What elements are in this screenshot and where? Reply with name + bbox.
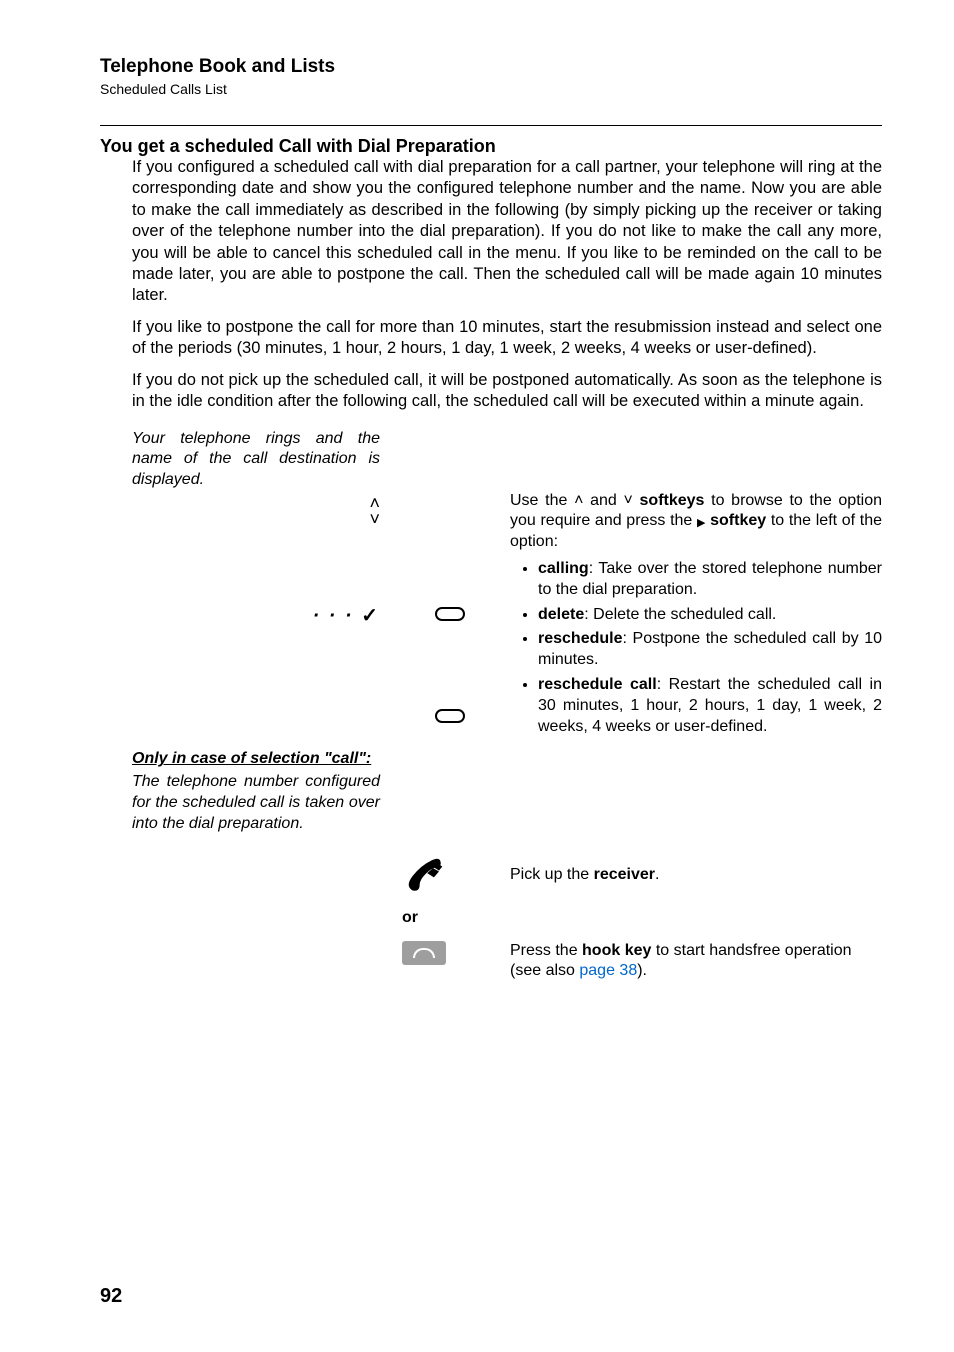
calling-text: : Take over the stored telephone number … bbox=[538, 560, 882, 598]
ringing-text: Your telephone rings and the name of the… bbox=[132, 430, 380, 489]
check-icon: ✓ bbox=[361, 605, 380, 627]
reschedule-label: reschedule bbox=[538, 630, 622, 647]
or-label: or bbox=[402, 909, 418, 927]
hk-pre: Press the bbox=[510, 942, 582, 959]
page-link[interactable]: page 38 bbox=[579, 962, 637, 979]
option-list: calling: Take over the stored telephone … bbox=[510, 559, 882, 737]
option-reschedule: reschedule: Postpone the scheduled call … bbox=[538, 629, 882, 671]
inline-down-arrow-icon: ˅ bbox=[624, 492, 633, 509]
rcv-pre: Pick up the bbox=[510, 866, 594, 883]
intro-paragraph-3: If you do not pick up the scheduled call… bbox=[132, 370, 882, 413]
page-subtitle: Scheduled Calls List bbox=[100, 81, 882, 97]
dots-check-icon: · · · ✓ bbox=[132, 603, 380, 629]
hk-p2: ). bbox=[637, 962, 647, 979]
intro-paragraph-2: If you like to postpone the call for mor… bbox=[132, 317, 882, 360]
page-title: Telephone Book and Lists bbox=[100, 56, 882, 79]
header-divider bbox=[100, 125, 882, 126]
softkey-oval-icon-2 bbox=[435, 607, 465, 621]
page-number: 92 bbox=[100, 1285, 122, 1308]
rcv-bold: receiver bbox=[594, 866, 655, 883]
hook-key-icon bbox=[402, 941, 446, 965]
t2: and bbox=[583, 492, 623, 509]
delete-label: delete bbox=[538, 606, 584, 623]
hk-bold: hook key bbox=[582, 942, 651, 959]
dots-icon: · · · bbox=[313, 605, 354, 627]
only-call-heading: Only in case of selection "call": bbox=[132, 749, 380, 770]
section-heading: You get a scheduled Call with Dial Prepa… bbox=[100, 136, 882, 157]
rcv-post: . bbox=[655, 866, 659, 883]
receiver-instruction: Pick up the receiver. bbox=[510, 866, 659, 883]
only-call-body: The telephone number configured for the … bbox=[132, 772, 380, 834]
intro-paragraph-1: If you configured a scheduled call with … bbox=[132, 157, 882, 307]
softkey-bold: softkey bbox=[710, 512, 766, 529]
t1: Use the bbox=[510, 492, 574, 509]
hook-key-inner-icon bbox=[413, 948, 435, 958]
option-calling: calling: Take over the stored telephone … bbox=[538, 559, 882, 601]
calling-label: calling bbox=[538, 560, 589, 577]
reschedule-call-label: reschedule call bbox=[538, 676, 657, 693]
down-arrow-icon: ˅ bbox=[369, 509, 380, 529]
receiver-icon bbox=[402, 853, 444, 895]
inline-right-triangle-icon: ▶ bbox=[697, 516, 705, 530]
softkeys-bold: softkeys bbox=[640, 492, 705, 509]
option-delete: delete: Delete the scheduled call. bbox=[538, 605, 882, 626]
option-reschedule-call: reschedule call: Restart the scheduled c… bbox=[538, 675, 882, 737]
t3 bbox=[633, 492, 640, 509]
left-note-only-call: Only in case of selection "call": The te… bbox=[100, 749, 390, 834]
up-down-arrows-icon: ˄ ˅ bbox=[369, 495, 380, 527]
softkey-instruction: Use the ˄ and ˅ softkeys to browse to th… bbox=[510, 491, 882, 553]
delete-text: : Delete the scheduled call. bbox=[584, 606, 776, 623]
hook-instruction: Press the hook key to start handsfree op… bbox=[510, 942, 852, 980]
